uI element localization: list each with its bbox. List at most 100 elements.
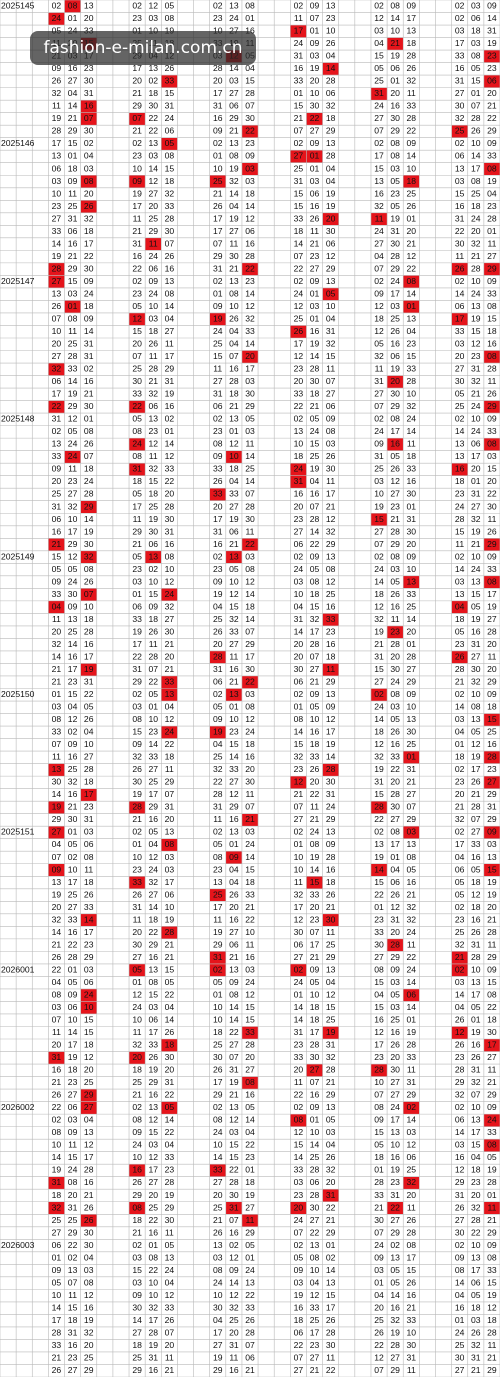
number-cell: 11: [246, 1215, 255, 1225]
number-cell: 05: [213, 702, 223, 712]
highlight-cell: [403, 1101, 420, 1115]
number-cell: 05: [52, 1277, 62, 1287]
number-cell: 13: [326, 1102, 336, 1112]
number-cell: 19: [487, 1165, 497, 1175]
number-cell: 25: [245, 464, 255, 474]
number-cell: 28: [390, 789, 400, 799]
number-cell: 16: [68, 63, 78, 73]
number-cell: 32: [471, 677, 481, 687]
number-cell: 04: [390, 864, 400, 874]
number-cell: 21: [310, 814, 320, 824]
number-cell: 25: [213, 176, 223, 186]
number-cell: 11: [294, 13, 303, 23]
number-cell: 10: [471, 964, 481, 974]
number-cell: 13: [455, 589, 465, 599]
number-cell: 20: [487, 639, 497, 649]
number-cell: 17: [487, 589, 497, 599]
number-cell: 32: [326, 339, 336, 349]
highlight-cell: [48, 12, 65, 26]
number-cell: 21: [132, 88, 142, 98]
number-cell: 12: [132, 989, 142, 999]
number-cell: 33: [165, 201, 175, 211]
number-cell: 16: [229, 1227, 239, 1237]
number-cell: 01: [294, 88, 304, 98]
number-cell: 21: [52, 539, 62, 549]
number-cell: 30: [310, 376, 320, 386]
number-cell: 27: [229, 501, 239, 511]
number-cell: 01: [374, 902, 384, 912]
number-cell: 33: [245, 1027, 255, 1037]
number-cell: 28: [455, 1065, 465, 1075]
number-cell: 09: [213, 301, 223, 311]
number-cell: 18: [68, 1315, 78, 1325]
number-cell: 05: [471, 864, 481, 874]
highlight-cell: [387, 625, 404, 639]
number-cell: 26: [213, 476, 223, 486]
number-cell: 11: [133, 514, 142, 524]
number-cell: 13: [148, 964, 158, 974]
number-cell: 08: [407, 852, 417, 862]
number-cell: 01: [245, 13, 255, 23]
number-cell: 12: [245, 714, 255, 724]
number-cell: 17: [294, 26, 304, 36]
number-cell: 18: [68, 1065, 78, 1075]
number-cell: 03: [148, 13, 158, 23]
number-cell: 18: [471, 26, 481, 36]
number-cell: 25: [68, 889, 78, 899]
number-cell: 04: [84, 727, 94, 737]
number-cell: 21: [310, 677, 320, 687]
number-cell: 05: [132, 414, 142, 424]
number-cell: 02: [213, 138, 223, 148]
number-cell: 09: [229, 852, 239, 862]
number-cell: 14: [245, 288, 255, 298]
number-cell: 29: [390, 126, 400, 136]
period-label: 2025148: [1, 414, 35, 424]
number-cell: 04: [229, 864, 239, 874]
highlight-cell: [80, 1101, 97, 1115]
number-cell: 08: [165, 13, 175, 23]
number-cell: 27: [310, 263, 320, 273]
number-cell: 01: [52, 689, 62, 699]
number-cell: 06: [148, 1014, 158, 1024]
number-cell: 20: [165, 814, 175, 824]
number-cell: 21: [165, 952, 175, 962]
number-cell: 10: [390, 26, 400, 36]
number-cell: 13: [165, 1252, 175, 1262]
number-cell: 22: [148, 113, 158, 123]
number-cell: 26: [213, 1065, 223, 1075]
number-cell: 21: [132, 1227, 142, 1237]
number-cell: 11: [455, 539, 464, 549]
number-cell: 13: [374, 839, 384, 849]
number-cell: 28: [487, 213, 497, 223]
number-cell: 24: [294, 564, 304, 574]
number-cell: 18: [148, 489, 158, 499]
number-cell: 23: [84, 939, 94, 949]
number-cell: 32: [245, 313, 255, 323]
highlight-cell: [370, 863, 388, 877]
number-cell: 30: [84, 1240, 94, 1250]
number-cell: 14: [455, 288, 465, 298]
number-cell: 33: [165, 464, 175, 474]
period-label: 2026003: [1, 1240, 35, 1250]
number-cell: 13: [229, 964, 239, 974]
highlight-cell: [161, 75, 178, 88]
number-cell: 29: [148, 1077, 158, 1087]
number-cell: 24: [374, 426, 384, 436]
highlight-cell: [129, 801, 146, 814]
number-cell: 23: [245, 138, 255, 148]
number-cell: 31: [229, 1202, 239, 1212]
number-cell: 27: [229, 88, 239, 98]
number-cell: 01: [68, 151, 78, 161]
number-cell: 09: [374, 1252, 384, 1262]
highlight-cell: [129, 1051, 146, 1065]
number-cell: 24: [84, 476, 94, 486]
number-cell: 02: [132, 689, 142, 699]
number-cell: 20: [52, 626, 62, 636]
highlight-cell: [451, 125, 468, 138]
number-cell: 13: [471, 714, 481, 724]
number-cell: 11: [68, 1140, 77, 1150]
number-cell: 19: [471, 614, 481, 624]
number-cell: 14: [165, 439, 175, 449]
highlight-cell: [241, 262, 259, 276]
number-cell: 10: [68, 514, 78, 524]
